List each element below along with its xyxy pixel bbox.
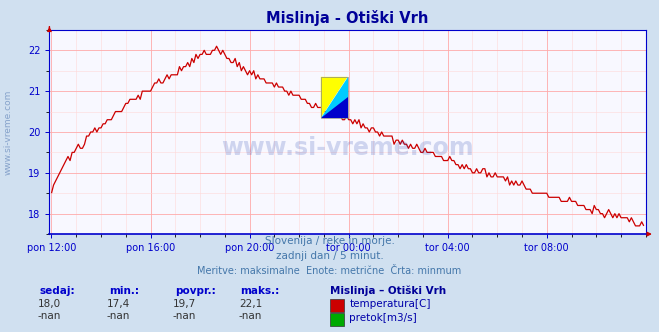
Text: -nan: -nan xyxy=(38,311,61,321)
Text: www.si-vreme.com: www.si-vreme.com xyxy=(221,136,474,160)
Text: pretok[m3/s]: pretok[m3/s] xyxy=(349,313,417,323)
Text: Meritve: maksimalne  Enote: metrične  Črta: minmum: Meritve: maksimalne Enote: metrične Črta… xyxy=(198,266,461,276)
Text: 22,1: 22,1 xyxy=(239,299,262,309)
Bar xyxy=(321,77,348,118)
Title: Mislinja - Otiški Vrh: Mislinja - Otiški Vrh xyxy=(266,10,429,26)
Text: povpr.:: povpr.: xyxy=(175,286,215,296)
Text: -nan: -nan xyxy=(239,311,262,321)
Polygon shape xyxy=(321,77,348,118)
Text: Slovenija / reke in morje.: Slovenija / reke in morje. xyxy=(264,236,395,246)
Text: 17,4: 17,4 xyxy=(107,299,130,309)
Text: temperatura[C]: temperatura[C] xyxy=(349,299,431,309)
Polygon shape xyxy=(321,77,348,118)
Text: -nan: -nan xyxy=(107,311,130,321)
Text: zadnji dan / 5 minut.: zadnji dan / 5 minut. xyxy=(275,251,384,261)
Text: 18,0: 18,0 xyxy=(38,299,61,309)
Text: -nan: -nan xyxy=(173,311,196,321)
Text: min.:: min.: xyxy=(109,286,139,296)
Text: Mislinja – Otiški Vrh: Mislinja – Otiški Vrh xyxy=(330,285,445,296)
Text: maks.:: maks.: xyxy=(241,286,280,296)
Text: sedaj:: sedaj: xyxy=(40,286,75,296)
Polygon shape xyxy=(321,97,348,118)
Text: www.si-vreme.com: www.si-vreme.com xyxy=(3,90,13,176)
Text: 19,7: 19,7 xyxy=(173,299,196,309)
